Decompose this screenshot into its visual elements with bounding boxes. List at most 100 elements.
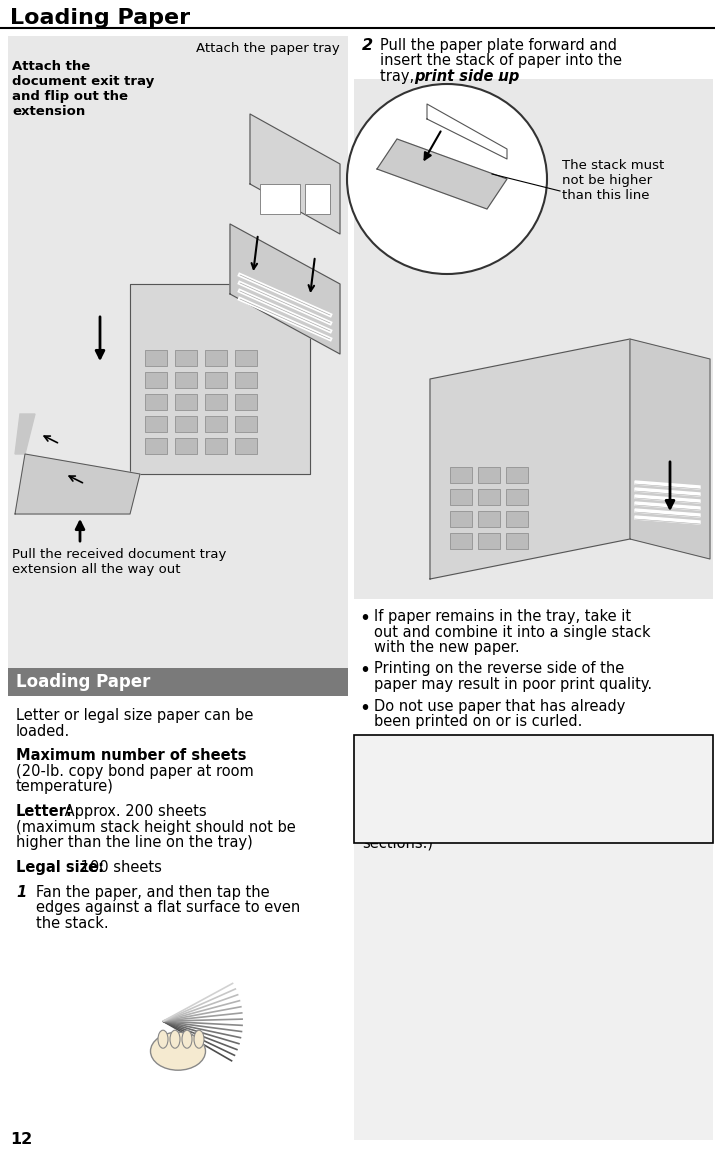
- Bar: [145, 350, 167, 366]
- Bar: [506, 511, 528, 527]
- Bar: [305, 183, 330, 213]
- Text: Letter:: Letter:: [16, 804, 73, 819]
- Text: Loading Paper: Loading Paper: [16, 673, 150, 691]
- Text: paper may result in poor print quality.: paper may result in poor print quality.: [374, 677, 652, 692]
- Bar: [145, 439, 167, 454]
- Polygon shape: [635, 488, 700, 496]
- Bar: [8, 668, 348, 696]
- Text: •: •: [359, 735, 370, 755]
- Bar: [145, 394, 167, 410]
- Text: setting to “LEGAL” (pp. 69 and 73).: setting to “LEGAL” (pp. 69 and 73).: [362, 773, 616, 788]
- Bar: [450, 511, 472, 527]
- Polygon shape: [430, 339, 630, 579]
- Text: Attach the
document exit tray
and flip out the
extension: Attach the document exit tray and flip o…: [12, 60, 154, 118]
- Text: 1: 1: [16, 885, 26, 900]
- Text: sections.): sections.): [362, 835, 433, 850]
- Bar: [205, 415, 227, 432]
- Text: •: •: [359, 698, 370, 718]
- Text: Pull the received document tray
extension all the way out: Pull the received document tray extensio…: [12, 548, 227, 576]
- Ellipse shape: [182, 1031, 192, 1048]
- Text: 12: 12: [10, 1132, 32, 1147]
- Bar: [260, 183, 300, 213]
- Ellipse shape: [194, 1031, 204, 1048]
- Bar: [205, 394, 227, 410]
- Text: print side up: print side up: [414, 69, 519, 84]
- Polygon shape: [15, 454, 140, 514]
- Polygon shape: [377, 138, 507, 209]
- Text: Approx. 200 sheets: Approx. 200 sheets: [60, 804, 207, 819]
- Polygon shape: [250, 114, 340, 234]
- Polygon shape: [230, 224, 340, 354]
- Text: cartridge as explained in the following: cartridge as explained in the following: [362, 820, 644, 835]
- Text: Do not use paper that has already: Do not use paper that has already: [374, 698, 626, 713]
- Text: Legal size:: Legal size:: [16, 860, 104, 875]
- Polygon shape: [635, 509, 700, 517]
- Text: Loading Paper: Loading Paper: [10, 8, 190, 28]
- Text: insert the stack of paper into the: insert the stack of paper into the: [380, 53, 622, 68]
- Text: Attach the paper tray: Attach the paper tray: [196, 42, 340, 55]
- Text: •: •: [359, 661, 370, 681]
- Bar: [205, 439, 227, 454]
- Bar: [8, 36, 348, 685]
- Polygon shape: [635, 481, 700, 489]
- Bar: [235, 415, 257, 432]
- Bar: [354, 734, 713, 842]
- Bar: [450, 533, 472, 549]
- Bar: [145, 372, 167, 388]
- Text: printed output before about 50: printed output before about 50: [374, 751, 601, 766]
- Bar: [175, 439, 197, 454]
- Text: out and combine it into a single stack: out and combine it into a single stack: [374, 624, 651, 639]
- Text: the power cord and install a print: the power cord and install a print: [362, 804, 606, 819]
- Bar: [354, 78, 713, 599]
- Bar: [175, 394, 197, 410]
- Polygon shape: [427, 104, 507, 159]
- Bar: [235, 350, 257, 366]
- Text: the stack.: the stack.: [36, 916, 109, 930]
- Text: temperature): temperature): [16, 779, 114, 794]
- Text: with the new paper.: with the new paper.: [374, 640, 520, 655]
- Text: higher than the line on the tray): higher than the line on the tray): [16, 835, 252, 850]
- Ellipse shape: [170, 1031, 180, 1048]
- Bar: [506, 489, 528, 505]
- Bar: [235, 394, 257, 410]
- Polygon shape: [130, 284, 310, 474]
- Text: loaded.: loaded.: [16, 724, 70, 739]
- Bar: [175, 372, 197, 388]
- Text: Fan the paper, and then tap the: Fan the paper, and then tap the: [36, 885, 270, 900]
- Bar: [478, 489, 500, 505]
- Text: 100 sheets: 100 sheets: [76, 860, 162, 875]
- Bar: [205, 350, 227, 366]
- Text: Letter or legal size paper can be: Letter or legal size paper can be: [16, 709, 253, 724]
- Text: been printed on or is curled.: been printed on or is curled.: [374, 714, 583, 729]
- Bar: [235, 372, 257, 388]
- Text: •: •: [359, 609, 370, 628]
- Text: document tray (otherwise the sheets: document tray (otherwise the sheets: [374, 797, 646, 812]
- Bar: [506, 533, 528, 549]
- Text: edges against a flat surface to even: edges against a flat surface to even: [36, 900, 300, 915]
- Ellipse shape: [347, 84, 547, 273]
- Polygon shape: [635, 495, 700, 503]
- Text: You must change the “PAPER SIZE”: You must change the “PAPER SIZE”: [362, 758, 618, 773]
- Polygon shape: [635, 502, 700, 510]
- Bar: [478, 511, 500, 527]
- Bar: [450, 489, 472, 505]
- Text: If you loaded legal size paper...: If you loaded legal size paper...: [362, 742, 621, 757]
- Text: (maximum stack height should not be: (maximum stack height should not be: [16, 819, 296, 834]
- Text: Maximum number of sheets: Maximum number of sheets: [16, 748, 247, 763]
- Bar: [235, 439, 257, 454]
- Text: may scatter).: may scatter).: [374, 814, 472, 829]
- Text: Pull the paper plate forward and: Pull the paper plate forward and: [380, 38, 617, 53]
- Polygon shape: [635, 516, 700, 524]
- Bar: [205, 372, 227, 388]
- Polygon shape: [630, 339, 710, 559]
- Ellipse shape: [158, 1031, 168, 1048]
- Bar: [175, 415, 197, 432]
- Text: tray,: tray,: [380, 69, 419, 84]
- Bar: [506, 467, 528, 484]
- Text: (Before changing the setting, plug in: (Before changing the setting, plug in: [362, 789, 631, 804]
- Text: sheets (10 legal-size sheets): sheets (10 legal-size sheets): [374, 766, 584, 781]
- Text: If paper remains in the tray, take it: If paper remains in the tray, take it: [374, 609, 631, 624]
- Bar: [478, 533, 500, 549]
- Bar: [478, 467, 500, 484]
- Text: 2: 2: [362, 38, 373, 53]
